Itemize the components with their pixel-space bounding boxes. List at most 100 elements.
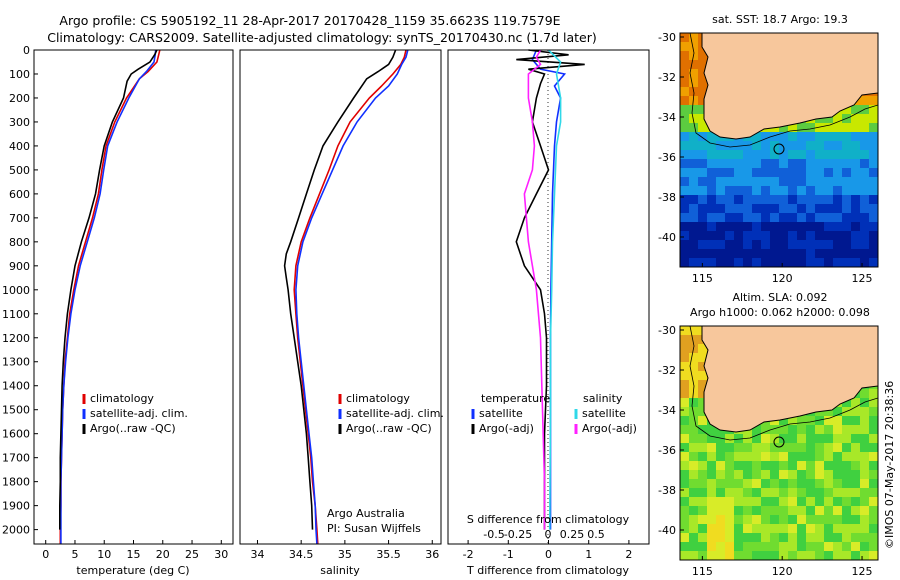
- heatmap-cell: [680, 416, 689, 425]
- heatmap-cell: [770, 249, 779, 258]
- heatmap-cell: [806, 123, 815, 132]
- heatmap-cell: [815, 434, 824, 443]
- figure-title-line2: Climatology: CARS2009. Satellite-adjuste…: [47, 30, 597, 45]
- heatmap-cell: [833, 132, 842, 141]
- heatmap-cell: [689, 213, 698, 222]
- heatmap-cell: [707, 452, 716, 461]
- heatmap-cell: [761, 249, 770, 258]
- heatmap-cell: [689, 443, 698, 452]
- heatmap-cell: [851, 515, 860, 524]
- heatmap-cell: [779, 204, 788, 213]
- heatmap-cell: [788, 177, 797, 186]
- heatmap-cell: [869, 497, 878, 506]
- heatmap-cell: [869, 461, 878, 470]
- heatmap-cell: [860, 416, 869, 425]
- australia-land: [701, 33, 878, 140]
- map-lat-label: -34: [658, 111, 676, 124]
- heatmap-cell: [806, 213, 815, 222]
- heatmap-cell: [734, 506, 743, 515]
- heatmap-cell: [770, 177, 779, 186]
- heatmap-cell: [797, 542, 806, 551]
- heatmap-cell: [761, 479, 770, 488]
- heatmap-cell: [806, 150, 815, 159]
- heatmap-cell: [833, 141, 842, 150]
- heatmap-cell: [698, 353, 707, 362]
- heatmap-cell: [761, 434, 770, 443]
- heatmap-cell: [869, 398, 878, 407]
- heatmap-cell: [680, 141, 689, 150]
- heatmap-cell: [707, 222, 716, 231]
- heatmap-cell: [743, 240, 752, 249]
- heatmap-cell: [680, 551, 689, 560]
- heatmap-cell: [761, 177, 770, 186]
- map-lat-label: -34: [658, 404, 676, 417]
- temperature-panel: 0100200300400500600700800900100011001200…: [2, 44, 234, 577]
- heatmap-cell: [797, 132, 806, 141]
- heatmap-cell: [707, 177, 716, 186]
- heatmap-cell: [752, 168, 761, 177]
- heatmap-cell: [743, 231, 752, 240]
- heatmap-cell: [779, 416, 788, 425]
- heatmap-cell: [680, 87, 689, 96]
- heatmap-cell: [797, 141, 806, 150]
- heatmap-cell: [779, 213, 788, 222]
- heatmap-cell: [842, 551, 851, 560]
- heatmap-cell: [779, 258, 788, 267]
- heatmap-cell: [869, 204, 878, 213]
- heatmap-cell: [707, 443, 716, 452]
- heatmap-cell: [815, 551, 824, 560]
- heatmap-cell: [734, 497, 743, 506]
- heatmap-cell: [752, 177, 761, 186]
- difference-xtick-group: -2 -1 0 1 2: [463, 540, 632, 561]
- heatmap-cell: [680, 42, 689, 51]
- temperature-series-group: [58, 49, 161, 544]
- heatmap-cell: [797, 515, 806, 524]
- heatmap-cell: [707, 551, 716, 560]
- heatmap-cell: [743, 533, 752, 542]
- heatmap-cell: [770, 506, 779, 515]
- heatmap-cell: [797, 159, 806, 168]
- heatmap-cell: [689, 425, 698, 434]
- heatmap-cell: [842, 132, 851, 141]
- heatmap-cell: [689, 168, 698, 177]
- heatmap-cell: [824, 515, 833, 524]
- heatmap-cell: [716, 524, 725, 533]
- heatmap-cell: [725, 231, 734, 240]
- heatmap-cell: [770, 533, 779, 542]
- heatmap-cell: [815, 150, 824, 159]
- heatmap-cell: [860, 249, 869, 258]
- heatmap-cell: [716, 443, 725, 452]
- heatmap-cell: [860, 159, 869, 168]
- heatmap-cell: [860, 479, 869, 488]
- heatmap-cell: [806, 132, 815, 141]
- heatmap-cell: [779, 222, 788, 231]
- heatmap-cell: [806, 159, 815, 168]
- heatmap-cell: [860, 407, 869, 416]
- heatmap-cell: [851, 551, 860, 560]
- heatmap-cell: [824, 231, 833, 240]
- heatmap-cell: [842, 524, 851, 533]
- heatmap-cell: [770, 497, 779, 506]
- sst-map-panel: sat. SST: 18.7 Argo: 19.3 -30-32-34-36-3…: [658, 13, 879, 285]
- legend-label: satellite: [582, 407, 626, 420]
- map-lat-label: -30: [658, 324, 676, 337]
- heatmap-cell: [752, 515, 761, 524]
- heatmap-cell: [833, 470, 842, 479]
- x-tick-label: 34: [250, 548, 264, 561]
- heatmap-cell: [770, 168, 779, 177]
- heatmap-cell: [698, 461, 707, 470]
- heatmap-cell: [734, 470, 743, 479]
- heatmap-cell: [779, 479, 788, 488]
- heatmap-cell: [869, 105, 878, 114]
- heatmap-cell: [716, 542, 725, 551]
- heatmap-cell: [680, 515, 689, 524]
- salinity-panel: 34 34.5 35 35.5 36 salinity climatology satel…: [239, 49, 444, 577]
- heatmap-cell: [869, 132, 878, 141]
- heatmap-cell: [698, 195, 707, 204]
- s-difference-label: S difference from climatology: [467, 513, 630, 526]
- heatmap-cell: [761, 195, 770, 204]
- heatmap-cell: [689, 177, 698, 186]
- heatmap-cell: [788, 533, 797, 542]
- depth-tick-label: 800: [9, 236, 30, 249]
- heatmap-cell: [842, 515, 851, 524]
